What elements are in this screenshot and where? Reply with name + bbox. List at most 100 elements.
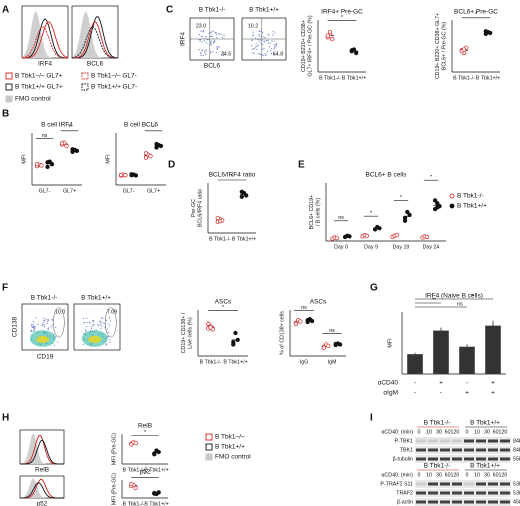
time-label: αCD40: (min) <box>381 472 413 478</box>
flow-event <box>270 53 273 55</box>
flow-event <box>211 44 213 46</box>
significance: * <box>430 175 432 181</box>
y-axis-label: MFI <box>387 338 393 347</box>
flow-event <box>259 53 261 55</box>
data-point <box>483 29 488 34</box>
blot-bg <box>415 455 511 463</box>
flow-event <box>271 47 273 50</box>
data-point <box>402 218 408 223</box>
flow-event <box>198 33 201 36</box>
time-value: 30 <box>484 472 490 478</box>
flow-event <box>205 35 207 38</box>
flow-event <box>109 339 111 341</box>
flow-event <box>46 323 48 325</box>
hist-curve <box>22 11 68 58</box>
data-point <box>49 162 55 167</box>
flow-event <box>30 323 33 326</box>
blot-bg <box>415 489 511 497</box>
flow-event <box>275 43 278 46</box>
data-point <box>231 340 236 345</box>
data-point <box>70 147 75 152</box>
y-axis-label: MFI <box>21 154 27 163</box>
flow-event <box>102 317 104 319</box>
flow-event <box>261 31 264 34</box>
blot-band <box>428 500 438 504</box>
flow-event <box>90 327 93 330</box>
flow-event <box>267 39 269 42</box>
data-point <box>143 151 149 156</box>
flow-event <box>215 37 218 39</box>
flow-event <box>270 49 272 51</box>
treatment-label: αIgM <box>383 390 398 397</box>
treatment-sign: + <box>439 380 443 387</box>
axis-label: CD138 <box>12 316 19 337</box>
blot-size: 53kD <box>513 490 520 496</box>
flow-event <box>220 33 222 35</box>
panel-letter: D <box>168 160 175 171</box>
gate-value: 23.0 <box>196 23 206 29</box>
legend-label: B Tbk1+/+ GL7+ <box>15 84 63 91</box>
x-tick-label: GL7- <box>39 188 51 194</box>
time-value: 30 <box>436 472 442 478</box>
flow-event <box>216 47 219 49</box>
significance: * <box>144 430 146 436</box>
time-value: 10 <box>474 472 480 478</box>
axis-label: BCL6 <box>204 63 221 70</box>
data-point <box>133 485 138 491</box>
data-point <box>364 233 370 238</box>
flow-event <box>47 318 49 321</box>
blot-band <box>452 457 462 461</box>
flow-event <box>214 32 216 34</box>
plot-header: B Tbk1+/+ <box>81 295 111 302</box>
legend-swatch <box>5 83 13 91</box>
y-axis-label: GL7+ IRF4+ / Pre-GC (%) <box>307 15 313 76</box>
flow-event <box>43 321 45 323</box>
panel-letter: B <box>2 109 9 120</box>
flow-event <box>252 35 254 37</box>
flow-event <box>41 325 43 327</box>
flow-event <box>100 317 102 319</box>
flow-event <box>107 331 109 334</box>
flow-event <box>217 33 220 35</box>
axis-label: IRF4 <box>180 32 187 46</box>
flow-event <box>215 33 218 36</box>
flow-event <box>265 54 267 56</box>
axis-label: RelB <box>35 467 49 474</box>
data-point <box>45 160 50 165</box>
flow-event <box>201 41 203 43</box>
time-value: 30 <box>484 429 490 435</box>
flow-event <box>252 52 254 54</box>
blot-band <box>476 439 486 443</box>
flow-event <box>211 31 213 33</box>
flow-event <box>43 324 45 326</box>
plot-title: RelB <box>138 423 152 430</box>
flow-event <box>204 37 206 39</box>
treatment-sign: + <box>491 390 495 397</box>
flow-event <box>82 317 85 320</box>
x-tick-label: GL7+ <box>147 188 160 194</box>
flow-event <box>48 327 50 329</box>
data-point <box>233 330 238 336</box>
data-point <box>208 325 213 330</box>
flow-event <box>267 42 269 44</box>
blot-band <box>488 457 498 461</box>
blot-band <box>488 439 498 443</box>
flow-event <box>45 318 47 320</box>
blot-band <box>428 448 438 452</box>
flow-event <box>252 34 254 36</box>
flow-event <box>109 320 112 322</box>
x-tick-label: Day 9 <box>364 244 378 250</box>
flow-event <box>253 47 255 50</box>
flow-event <box>83 322 85 324</box>
plot-title: IRF4+ Pre-GC <box>321 9 363 16</box>
plot-title: p52 <box>140 469 151 476</box>
legend-swatch <box>81 83 89 91</box>
flow-event <box>275 42 277 45</box>
significance: * <box>152 125 154 131</box>
data-point <box>152 452 157 457</box>
data-point <box>239 194 244 199</box>
legend-swatch <box>5 95 13 103</box>
significance: * <box>231 174 233 180</box>
flow-event <box>251 48 253 50</box>
x-tick-label: B Tbk1+/+ <box>223 359 247 365</box>
